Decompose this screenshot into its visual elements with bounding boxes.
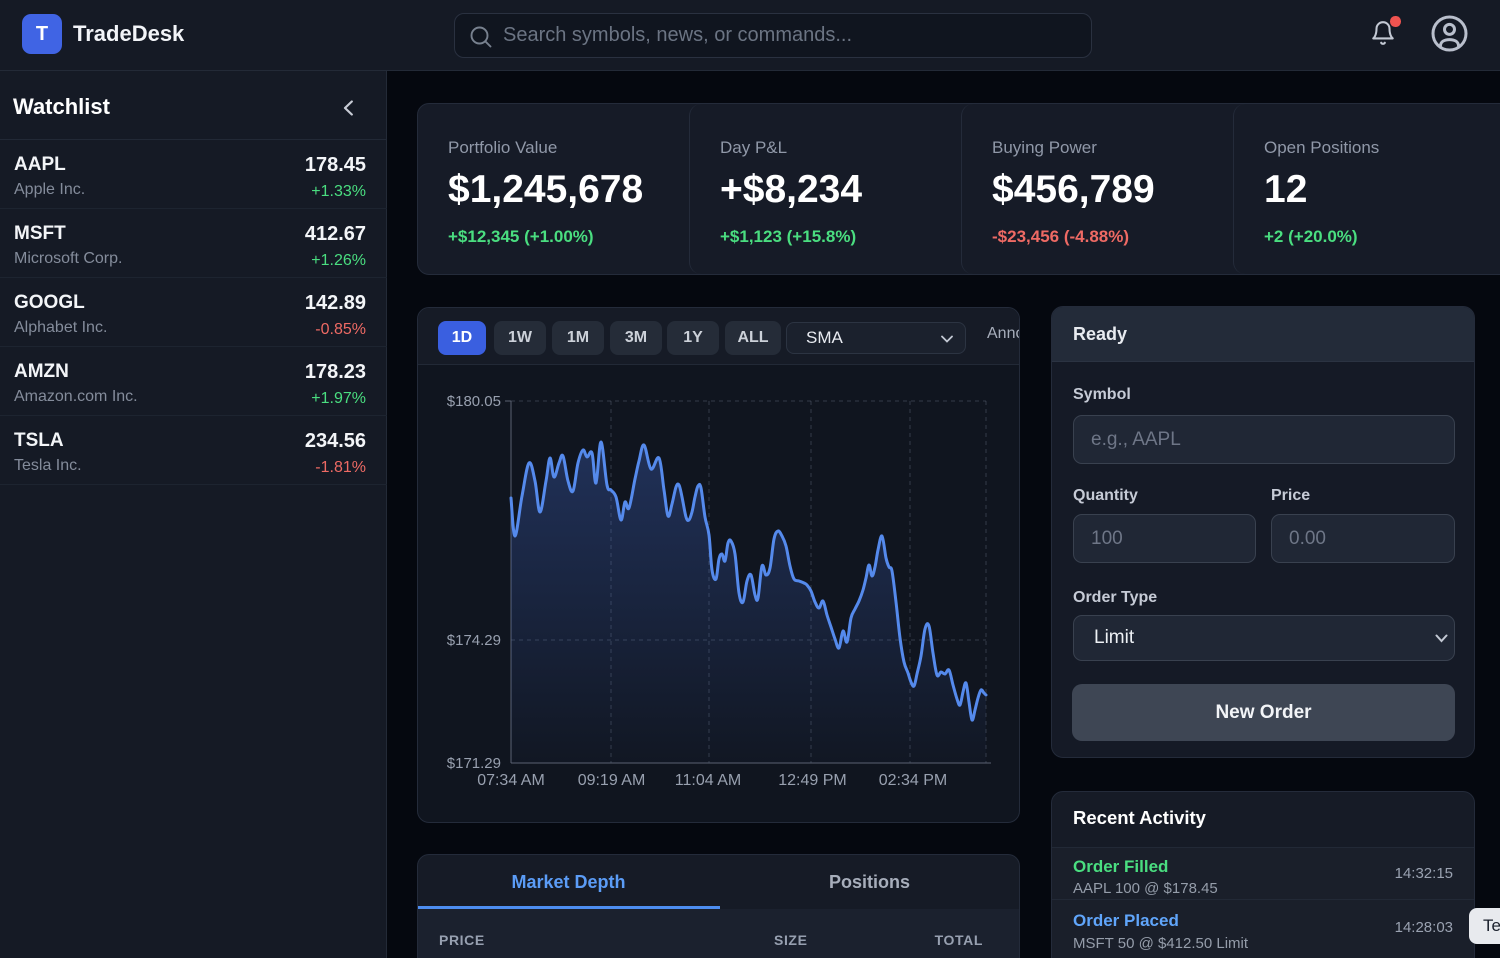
svg-text:$174.29: $174.29: [447, 632, 501, 649]
svg-text:12:49 PM: 12:49 PM: [778, 772, 846, 789]
svg-text:$171.29: $171.29: [447, 755, 501, 772]
svg-text:11:04 AM: 11:04 AM: [675, 772, 741, 789]
svg-text:09:19 AM: 09:19 AM: [578, 772, 646, 789]
svg-text:07:34 AM: 07:34 AM: [477, 772, 545, 789]
svg-text:02:34 PM: 02:34 PM: [879, 772, 947, 789]
svg-text:$180.05: $180.05: [447, 393, 501, 410]
